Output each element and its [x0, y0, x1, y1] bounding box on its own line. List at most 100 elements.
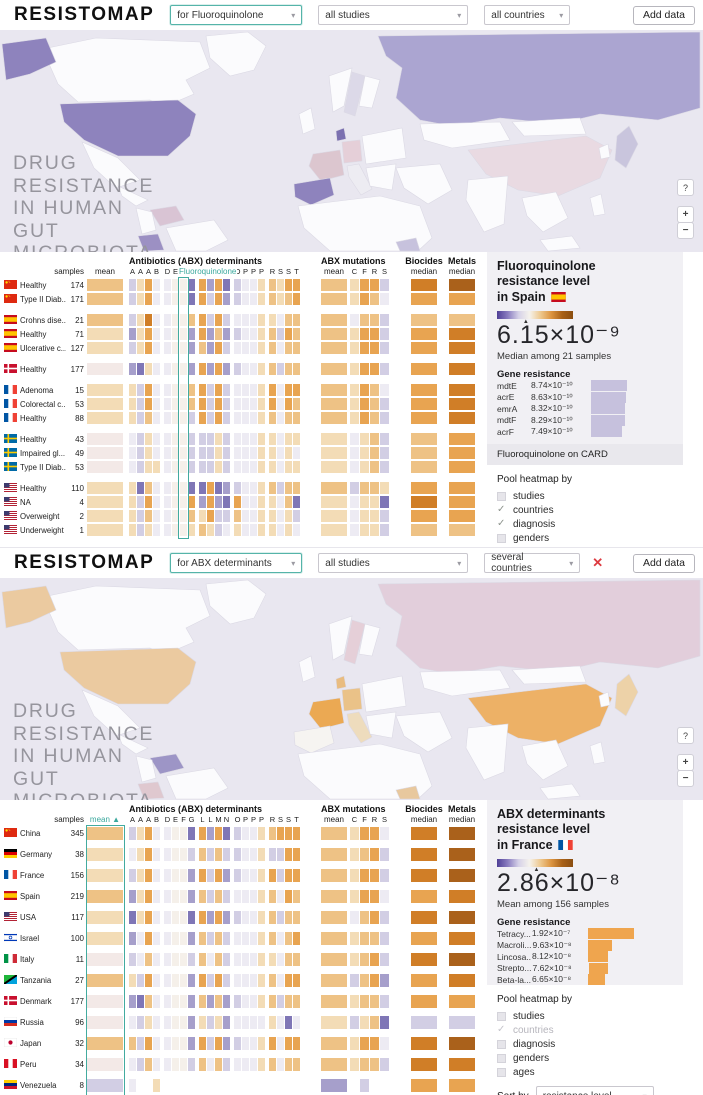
pool-option-countries[interactable]: ✓ countries: [497, 1024, 554, 1036]
heatmap-cell[interactable]: [293, 293, 300, 305]
heatmap-cell[interactable]: [180, 328, 187, 340]
row-label[interactable]: Healthy: [20, 281, 47, 290]
heatmap-cell[interactable]: [137, 482, 144, 494]
heatmap-cell[interactable]: [250, 911, 257, 924]
heatmap-cell[interactable]: [285, 496, 292, 508]
heatmap-cell[interactable]: [258, 995, 265, 1008]
heatmap-cell[interactable]: [188, 328, 195, 340]
heatmap-cell[interactable]: [129, 482, 136, 494]
det-column-header[interactable]: L: [208, 815, 213, 824]
heatmap-cell[interactable]: [258, 412, 265, 424]
heatmap-cell[interactable]: [269, 328, 276, 340]
mut-column-header[interactable]: R: [371, 267, 378, 276]
det-column-header[interactable]: B: [153, 267, 159, 276]
heatmap-cell[interactable]: [137, 342, 144, 354]
heatmap-cell[interactable]: [250, 363, 257, 375]
heatmap-cell[interactable]: [360, 1037, 369, 1050]
heatmap-cell[interactable]: [137, 953, 144, 966]
heatmap-cell[interactable]: [242, 293, 249, 305]
heatmap-cell[interactable]: [215, 890, 222, 903]
mean-cell[interactable]: [87, 995, 123, 1008]
map-russia[interactable]: [377, 579, 701, 675]
biocides-median-cell[interactable]: [411, 911, 437, 924]
selected-antibiotic-column-header[interactable]: Fluoroquinolone: [178, 267, 238, 276]
heatmap-cell[interactable]: [188, 1016, 195, 1029]
heatmap-cell[interactable]: [164, 1037, 171, 1050]
biocides-median-cell[interactable]: [411, 363, 437, 375]
heatmap-cell[interactable]: [258, 461, 265, 473]
biocides-median-cell[interactable]: [411, 1016, 437, 1029]
biocides-median-cell[interactable]: [411, 384, 437, 396]
zoom-out-button[interactable]: −: [677, 770, 694, 787]
heatmap-cell[interactable]: [360, 279, 369, 291]
metals-median-cell[interactable]: [449, 328, 475, 340]
heatmap-cell[interactable]: [350, 433, 359, 445]
heatmap-cell[interactable]: [145, 510, 152, 522]
heatmap-cell[interactable]: [285, 342, 292, 354]
heatmap-cell[interactable]: [223, 932, 230, 945]
heatmap-cell[interactable]: [370, 869, 379, 882]
metals-median-cell[interactable]: [449, 398, 475, 410]
heatmap-cell[interactable]: [360, 363, 369, 375]
heatmap-cell[interactable]: [269, 342, 276, 354]
heatmap-cell[interactable]: [188, 1058, 195, 1071]
heatmap-cell[interactable]: [172, 314, 179, 326]
heatmap-cell[interactable]: [223, 827, 230, 840]
help-button[interactable]: ?: [677, 179, 694, 196]
heatmap-cell[interactable]: [242, 869, 249, 882]
heatmap-cell[interactable]: [250, 384, 257, 396]
mean-cell[interactable]: [87, 461, 123, 473]
heatmap-cell[interactable]: [188, 953, 195, 966]
heatmap-cell[interactable]: [153, 342, 160, 354]
heatmap-cell[interactable]: [293, 1016, 300, 1029]
heatmap-cell[interactable]: [137, 848, 144, 861]
mut-mean-cell[interactable]: [321, 496, 347, 508]
heatmap-cell[interactable]: [145, 314, 152, 326]
heatmap-cell[interactable]: [129, 932, 136, 945]
heatmap-cell[interactable]: [360, 1079, 369, 1092]
biocides-median-cell[interactable]: [411, 412, 437, 424]
biocides-median-cell[interactable]: [411, 953, 437, 966]
mean-cell[interactable]: [87, 447, 123, 459]
heatmap-cell[interactable]: [129, 447, 136, 459]
heatmap-cell[interactable]: [285, 932, 292, 945]
heatmap-cell[interactable]: [129, 314, 136, 326]
heatmap-cell[interactable]: [293, 869, 300, 882]
heatmap-cell[interactable]: [153, 953, 160, 966]
heatmap-cell[interactable]: [199, 1016, 206, 1029]
row-label[interactable]: Russia: [20, 1018, 44, 1027]
mut-mean-cell[interactable]: [321, 890, 347, 903]
heatmap-cell[interactable]: [380, 279, 389, 291]
heatmap-cell[interactable]: [370, 482, 379, 494]
heatmap-cell[interactable]: [199, 524, 206, 536]
heatmap-cell[interactable]: [172, 398, 179, 410]
heatmap-cell[interactable]: [180, 433, 187, 445]
heatmap-cell[interactable]: [242, 932, 249, 945]
mean-cell[interactable]: [87, 1079, 123, 1092]
mean-cell[interactable]: [87, 869, 123, 882]
mut-mean-cell[interactable]: [321, 398, 347, 410]
heatmap-cell[interactable]: [285, 974, 292, 987]
heatmap-cell[interactable]: [207, 433, 214, 445]
heatmap-cell[interactable]: [145, 932, 152, 945]
heatmap-cell[interactable]: [223, 890, 230, 903]
heatmap-cell[interactable]: [242, 314, 249, 326]
heatmap-cell[interactable]: [207, 496, 214, 508]
heatmap-cell[interactable]: [153, 293, 160, 305]
heatmap-cell[interactable]: [242, 433, 249, 445]
filter-dropdown[interactable]: all studies ▾: [318, 553, 469, 573]
heatmap-cell[interactable]: [250, 1016, 257, 1029]
heatmap-cell[interactable]: [153, 911, 160, 924]
heatmap-cell[interactable]: [153, 1079, 160, 1092]
heatmap-cell[interactable]: [180, 384, 187, 396]
heatmap-cell[interactable]: [258, 510, 265, 522]
heatmap-cell[interactable]: [250, 482, 257, 494]
heatmap-cell[interactable]: [234, 496, 241, 508]
heatmap-cell[interactable]: [350, 384, 359, 396]
heatmap-cell[interactable]: [258, 911, 265, 924]
heatmap-cell[interactable]: [350, 1058, 359, 1071]
heatmap-cell[interactable]: [207, 328, 214, 340]
heatmap-cell[interactable]: [164, 384, 171, 396]
heatmap-cell[interactable]: [145, 461, 152, 473]
heatmap-cell[interactable]: [199, 314, 206, 326]
